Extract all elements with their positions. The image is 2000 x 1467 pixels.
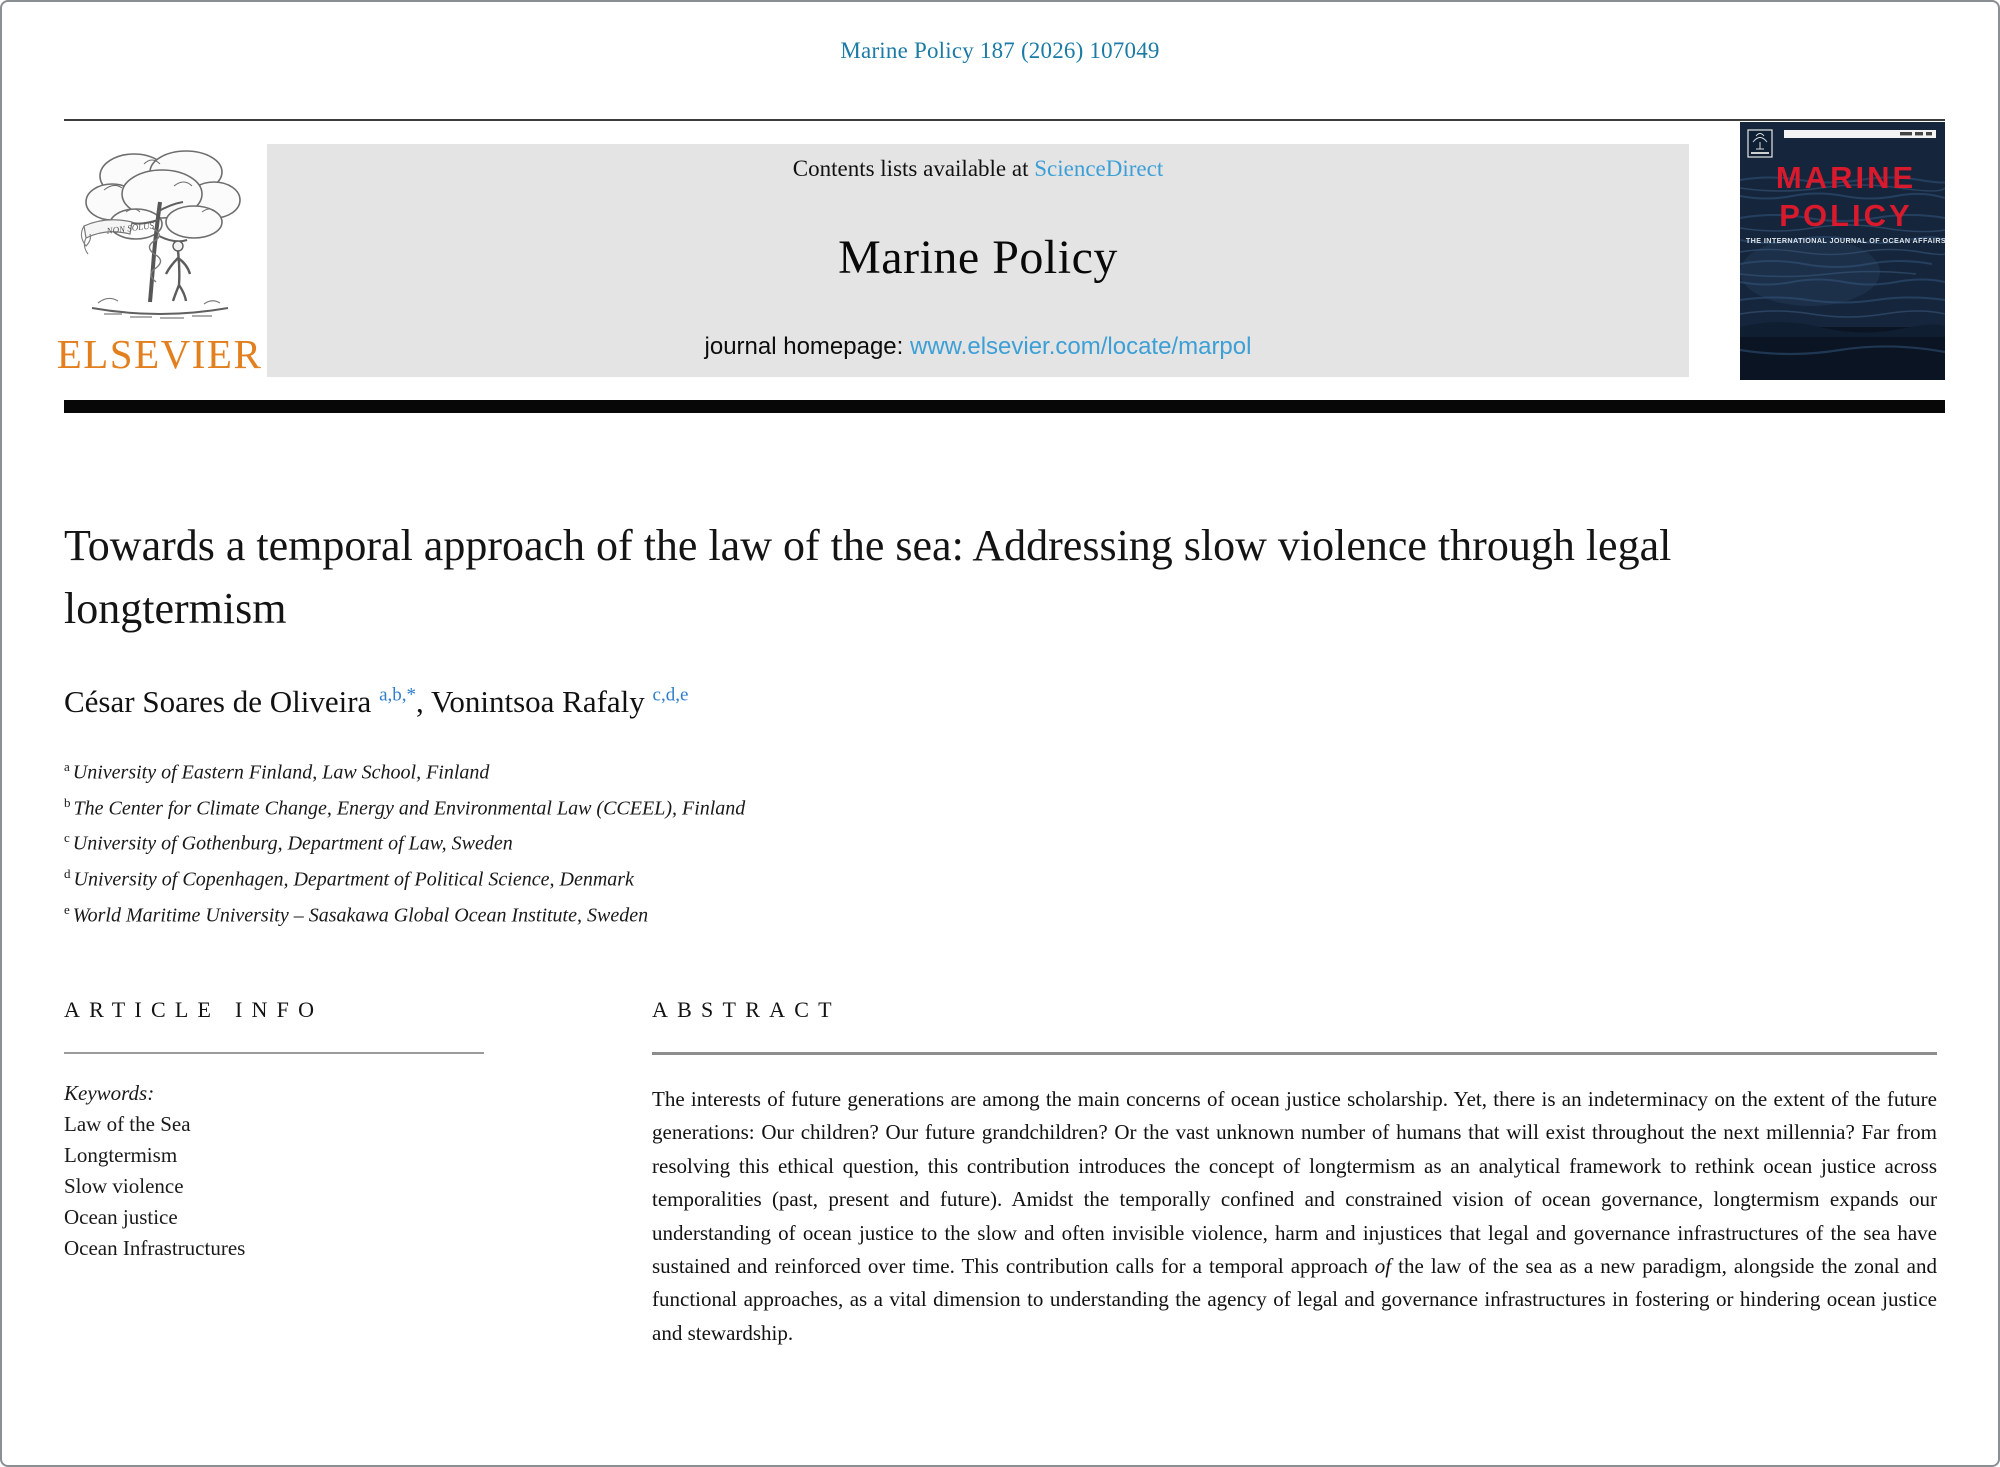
homepage-line: journal homepage: www.elsevier.com/locat… [705, 333, 1252, 361]
abstract-section: ABSTRACT The interests of future generat… [652, 997, 1937, 1350]
keyword-item: Longtermism [64, 1143, 178, 1167]
elsevier-logo: NON SOLUS ELSEVIER [52, 142, 267, 375]
cover-elsevier-logo-icon [1747, 129, 1773, 158]
affiliation-item: c University of Gothenburg, Department of… [64, 823, 745, 859]
keyword-item: Slow violence [64, 1174, 184, 1198]
abstract-part2: the law of the sea as a new paradigm, al… [652, 1254, 1937, 1345]
author-line: César Soares de Oliveira a,b,*, Vonintso… [64, 684, 688, 720]
elsevier-wordmark: ELSEVIER [56, 331, 263, 377]
affiliation-item: a University of Eastern Finland, Law Scho… [64, 752, 745, 788]
affiliation-mark: a [64, 759, 70, 774]
abstract-italic-word: of [1374, 1254, 1392, 1279]
abstract-rule [652, 1052, 1937, 1055]
affiliation-item: b The Center for Climate Change, Energy a… [64, 788, 745, 824]
abstract-text: The interests of future generations are … [652, 1083, 1937, 1350]
keyword-item: Ocean justice [64, 1205, 178, 1229]
keyword-item: Law of the Sea [64, 1112, 191, 1136]
elsevier-tree-logo-icon: NON SOLUS [80, 150, 241, 319]
abstract-part1: The interests of future generations are … [652, 1087, 1937, 1279]
contents-line: Contents lists available at ScienceDirec… [793, 156, 1163, 182]
journal-citation: Marine Policy 187 (2026) 107049 [840, 38, 1160, 63]
keywords-label: Keywords: [64, 1081, 155, 1105]
article-info-rule [64, 1052, 484, 1054]
affiliation-mark: b [64, 794, 71, 810]
cover-subtitle: THE INTERNATIONAL JOURNAL OF OCEAN AFFAI… [1746, 236, 1945, 245]
abstract-heading: ABSTRACT [652, 997, 841, 1022]
author-affiliation-marks: c,d,e [652, 684, 689, 706]
affiliation-text: University of Eastern Finland, Law Schoo… [72, 761, 490, 784]
cover-title-line2: POLICY [1779, 198, 1912, 233]
affiliation-text: University of Gothenburg, Department of … [72, 832, 513, 855]
affiliation-text: The Center for Climate Change, Energy an… [73, 797, 746, 820]
author-name: Vonintsoa Rafaly [430, 684, 645, 719]
author-affiliation-marks: a,b,* [379, 684, 416, 706]
journal-banner: Contents lists available at ScienceDirec… [267, 144, 1689, 377]
affiliation-mark: e [64, 901, 70, 917]
contents-prefix: Contents lists available at [792, 156, 1035, 181]
affiliation-mark: c [64, 830, 70, 846]
sciencedirect-link[interactable]: ScienceDirect [1034, 156, 1164, 181]
article-title: Towards a temporal approach of the law o… [64, 521, 1672, 633]
affiliation-mark: d [64, 865, 71, 881]
header-top-rule [64, 119, 1945, 121]
article-info-heading: ARTICLE INFO [64, 997, 324, 1022]
homepage-prefix: journal homepage: [704, 333, 910, 360]
author-name: César Soares de Oliveira [64, 684, 372, 719]
journal-cover-image: MARINE POLICY THE INTERNATIONAL JOURNAL … [1739, 122, 1951, 380]
journal-cover-thumbnail: MARINE POLICY THE INTERNATIONAL JOURNAL … [1739, 122, 1951, 380]
author-separator: , [416, 684, 431, 719]
cover-title-line1: MARINE [1776, 160, 1916, 195]
keyword-item: Ocean Infrastructures [64, 1236, 246, 1260]
affiliations-list: a University of Eastern Finland, Law Scho… [64, 752, 745, 930]
affiliation-item: e World Maritime University – Sasakawa Gl… [64, 895, 745, 931]
affiliation-text: University of Copenhagen, Department of … [73, 868, 634, 891]
article-info-section: ARTICLE INFO Keywords: Law of the Sea Lo… [64, 997, 484, 1264]
homepage-url-link[interactable]: www.elsevier.com/locate/marpol [910, 333, 1252, 360]
journal-name: Marine Policy [838, 231, 1118, 284]
affiliation-text: World Maritime University – Sasakawa Glo… [72, 904, 649, 927]
header-divider-bar [64, 400, 1945, 413]
affiliation-item: d University of Copenhagen, Department of… [64, 859, 745, 895]
